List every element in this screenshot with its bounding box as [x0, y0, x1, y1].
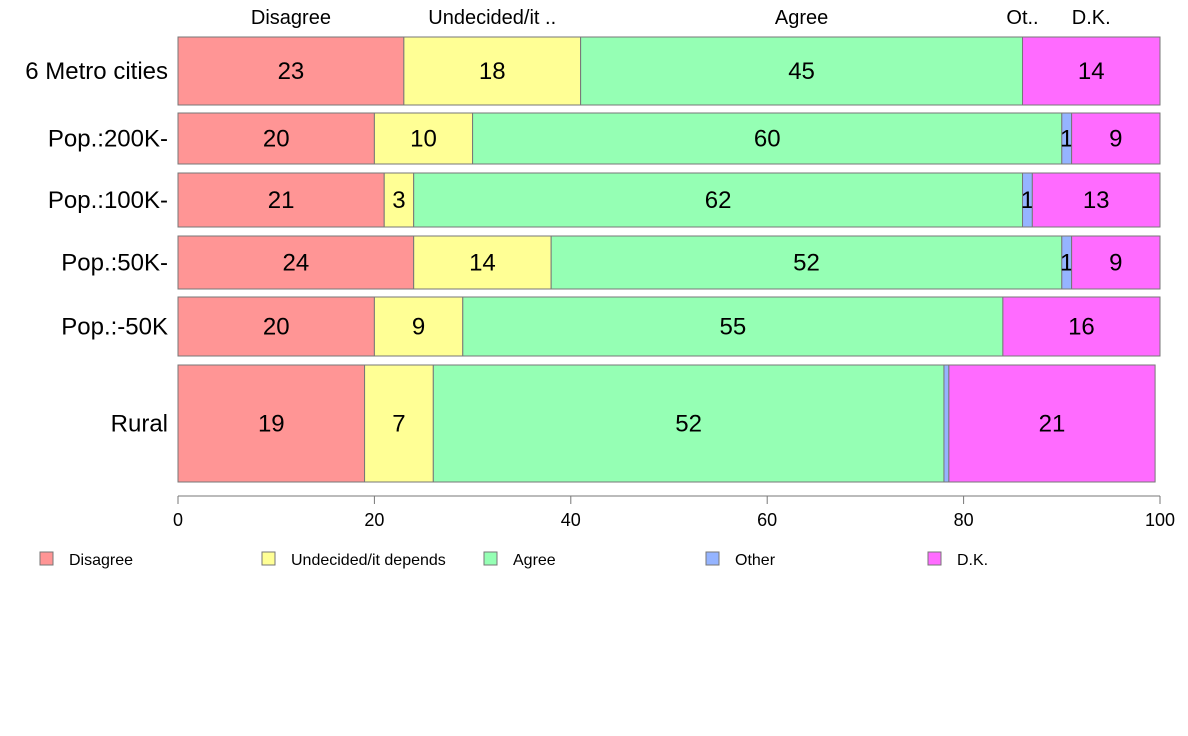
- data-label-disagree-pop-50k: 20: [263, 314, 290, 341]
- data-label-undecided-it-depends-pop-200k: 10: [410, 126, 437, 153]
- data-label-undecided-it-depends-pop-50k: 14: [469, 250, 496, 277]
- bar-segment-agree-rural: [432, 364, 945, 483]
- bar-segment-disagree-pop-50k: [177, 296, 375, 357]
- legend-label-d-k: D.K.: [957, 552, 988, 569]
- bar-segment-d-k-pop-200k: [1071, 112, 1161, 165]
- data-label-disagree-pop-100k: 21: [268, 187, 295, 214]
- bar-segment-undecided-it-depends-pop-200k: [373, 112, 474, 165]
- row-label-pop-100k: Pop.:100K-: [48, 187, 168, 214]
- x-tick-label-0: 0: [173, 510, 183, 530]
- bar-segment-d-k-rural: [948, 364, 1156, 483]
- bar-segment-d-k-pop-100k: [1031, 172, 1161, 228]
- data-label-d-k-6-metro-cities: 14: [1078, 58, 1105, 85]
- data-label-d-k-rural: 21: [1039, 411, 1066, 438]
- bar-segment-disagree-rural: [177, 364, 366, 483]
- top-category-labels: Disagree Undecided/it .. Agree Ot.. D.K.: [251, 7, 1111, 29]
- legend-swatch-disagree: [39, 551, 54, 566]
- x-tick-label-40: 40: [561, 510, 581, 530]
- x-tick-label-60: 60: [757, 510, 777, 530]
- data-label-undecided-it-depends-pop-50k: 9: [412, 314, 425, 341]
- row-labels: 6 Metro cities Pop.:200K- Pop.:100K- Pop.:5…: [25, 58, 168, 438]
- data-label-agree-pop-200k: 60: [754, 126, 781, 153]
- x-tick-label-100: 100: [1145, 510, 1175, 530]
- legend: Disagree Undecided/it depends Agree Other D.…: [39, 551, 988, 569]
- bar-segment-undecided-it-depends-pop-50k: [373, 296, 464, 357]
- row-label-rural: Rural: [111, 411, 168, 438]
- legend-label-other: Other: [735, 552, 776, 569]
- legend-swatch-undecided-it-depends: [261, 551, 276, 566]
- bar-segment-disagree-pop-200k: [177, 112, 375, 165]
- top-label-other: Ot..: [1006, 7, 1038, 29]
- legend-swatch-other: [705, 551, 720, 566]
- top-label-disagree: Disagree: [251, 7, 331, 29]
- data-label-agree-pop-50k: 55: [719, 314, 746, 341]
- bar-segment-undecided-it-depends-6-metro-cities: [403, 36, 582, 106]
- legend-label-agree: Agree: [513, 552, 556, 569]
- top-label-agree: Agree: [775, 7, 828, 29]
- data-label-disagree-pop-50k: 24: [282, 250, 309, 277]
- bar-segment-agree-6-metro-cities: [580, 36, 1024, 106]
- data-label-undecided-it-depends-pop-100k: 3: [392, 187, 405, 214]
- data-label-d-k-pop-50k: 16: [1068, 314, 1095, 341]
- data-label-disagree-6-metro-cities: 23: [278, 58, 305, 85]
- legend-label-undecided-it-depends: Undecided/it depends: [291, 552, 446, 569]
- top-label-undecided-it-depends: Undecided/it ..: [428, 7, 556, 29]
- x-tick-label-20: 20: [364, 510, 384, 530]
- row-label-pop-50k: Pop.:50K-: [61, 250, 168, 277]
- bar-segment-d-k-6-metro-cities: [1022, 36, 1161, 106]
- row-label-pop-200k: Pop.:200K-: [48, 126, 168, 153]
- row-label-6-metro-cities: 6 Metro cities: [25, 58, 168, 85]
- legend-swatch-d-k: [927, 551, 942, 566]
- bar-segment-agree-pop-100k: [413, 172, 1024, 228]
- data-label-d-k-pop-100k: 13: [1083, 187, 1110, 214]
- legend-swatch-agree: [483, 551, 498, 566]
- bar-segment-disagree-pop-100k: [177, 172, 385, 228]
- top-label-d-k: D.K.: [1072, 7, 1111, 29]
- data-label-agree-rural: 52: [675, 411, 702, 438]
- bar-segment-d-k-pop-50k: [1002, 296, 1161, 357]
- data-label-agree-pop-100k: 62: [705, 187, 732, 214]
- bar-segment-undecided-it-depends-pop-50k: [413, 235, 552, 290]
- row-label-pop-50k: Pop.:-50K: [61, 314, 168, 341]
- data-label-other-pop-100k: 1: [1021, 187, 1034, 214]
- legend-label-disagree: Disagree: [69, 552, 133, 569]
- data-label-d-k-pop-200k: 9: [1109, 126, 1122, 153]
- data-label-other-pop-200k: 1: [1060, 126, 1073, 153]
- data-label-disagree-pop-200k: 20: [263, 126, 290, 153]
- data-label-agree-pop-50k: 52: [793, 250, 820, 277]
- bar-segment-disagree-6-metro-cities: [177, 36, 405, 106]
- data-label-other-pop-50k: 1: [1060, 250, 1073, 277]
- bar-segment-other-rural: [943, 364, 950, 483]
- data-label-disagree-rural: 19: [258, 411, 285, 438]
- data-label-undecided-it-depends-6-metro-cities: 18: [479, 58, 506, 85]
- bar-segment-agree-pop-200k: [472, 112, 1063, 165]
- bar-segment-d-k-pop-50k: [1071, 235, 1161, 290]
- bar-segment-agree-pop-50k: [550, 235, 1063, 290]
- bar-segment-agree-pop-50k: [462, 296, 1004, 357]
- x-axis: 0 20 40 60 80 100: [173, 495, 1175, 530]
- data-label-undecided-it-depends-rural: 7: [392, 411, 405, 438]
- x-tick-label-80: 80: [954, 510, 974, 530]
- data-label-agree-6-metro-cities: 45: [788, 58, 815, 85]
- bar-segment-disagree-pop-50k: [177, 235, 415, 290]
- data-label-d-k-pop-50k: 9: [1109, 250, 1122, 277]
